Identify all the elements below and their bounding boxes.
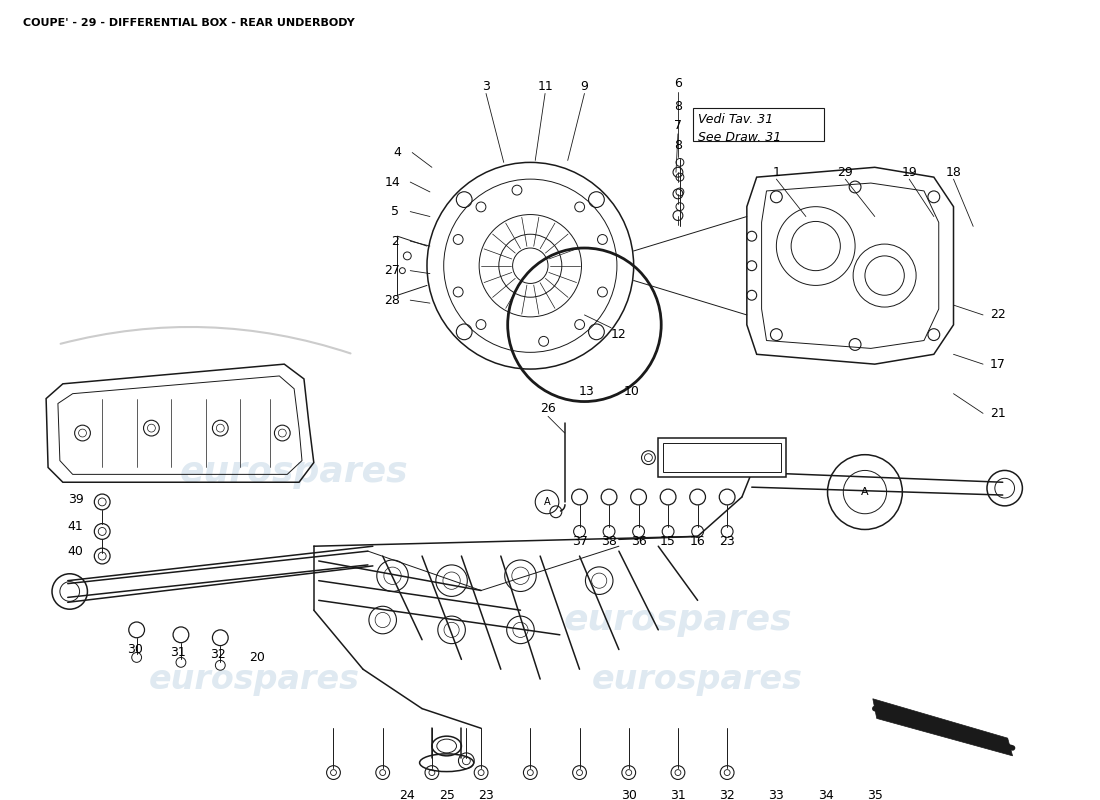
- Text: 23: 23: [719, 534, 735, 548]
- Text: 18: 18: [946, 166, 961, 178]
- Text: 16: 16: [690, 534, 705, 548]
- Text: 26: 26: [540, 402, 556, 415]
- Text: 20: 20: [249, 651, 265, 664]
- Text: 19: 19: [901, 166, 917, 178]
- Text: 11: 11: [537, 80, 553, 93]
- Text: 14: 14: [385, 175, 400, 189]
- Text: 30: 30: [620, 789, 637, 800]
- Bar: [658, 438, 786, 478]
- Bar: [663, 443, 781, 473]
- Text: 35: 35: [867, 789, 882, 800]
- Text: 28: 28: [385, 294, 400, 306]
- Text: 23: 23: [478, 789, 494, 800]
- Text: 10: 10: [624, 386, 639, 398]
- Text: 9: 9: [581, 80, 589, 93]
- Text: 1: 1: [772, 166, 780, 178]
- Text: 39: 39: [68, 494, 84, 506]
- Text: 8: 8: [674, 139, 682, 152]
- Text: 40: 40: [68, 545, 84, 558]
- Text: 7: 7: [674, 119, 682, 133]
- Text: Vedi Tav. 31: Vedi Tav. 31: [697, 113, 773, 126]
- Text: A: A: [861, 487, 869, 497]
- Text: 37: 37: [572, 534, 587, 548]
- Text: 34: 34: [817, 789, 834, 800]
- Text: 29: 29: [837, 166, 854, 178]
- Text: 36: 36: [630, 534, 647, 548]
- Text: 3: 3: [482, 80, 490, 93]
- Text: A: A: [543, 497, 550, 507]
- Text: 6: 6: [674, 77, 682, 90]
- Text: 15: 15: [660, 534, 676, 548]
- Text: eurospares: eurospares: [563, 603, 792, 637]
- Text: 33: 33: [769, 789, 784, 800]
- Text: 31: 31: [670, 789, 685, 800]
- Text: COUPE' - 29 - DIFFERENTIAL BOX - REAR UNDERBODY: COUPE' - 29 - DIFFERENTIAL BOX - REAR UN…: [23, 18, 355, 28]
- Text: 32: 32: [210, 648, 227, 661]
- Text: 17: 17: [990, 358, 1005, 370]
- Polygon shape: [872, 698, 1013, 756]
- Text: 41: 41: [68, 520, 84, 533]
- Bar: [693, 108, 824, 141]
- Text: 27: 27: [385, 264, 400, 277]
- Text: See Draw. 31: See Draw. 31: [697, 131, 781, 144]
- Text: 24: 24: [399, 789, 415, 800]
- Text: 38: 38: [601, 534, 617, 548]
- Text: 32: 32: [719, 789, 735, 800]
- Text: 25: 25: [439, 789, 454, 800]
- Text: 8: 8: [674, 100, 682, 113]
- Text: eurospares: eurospares: [179, 455, 408, 490]
- Text: 4: 4: [394, 146, 402, 159]
- Text: 12: 12: [610, 328, 627, 341]
- Text: 30: 30: [126, 643, 143, 656]
- Text: 5: 5: [392, 205, 399, 218]
- Text: 2: 2: [392, 234, 399, 248]
- Text: eurospares: eurospares: [592, 662, 803, 695]
- Text: 21: 21: [990, 407, 1005, 420]
- Text: 22: 22: [990, 309, 1005, 322]
- Text: 13: 13: [579, 386, 594, 398]
- Text: 31: 31: [170, 646, 186, 659]
- Text: eurospares: eurospares: [150, 662, 360, 695]
